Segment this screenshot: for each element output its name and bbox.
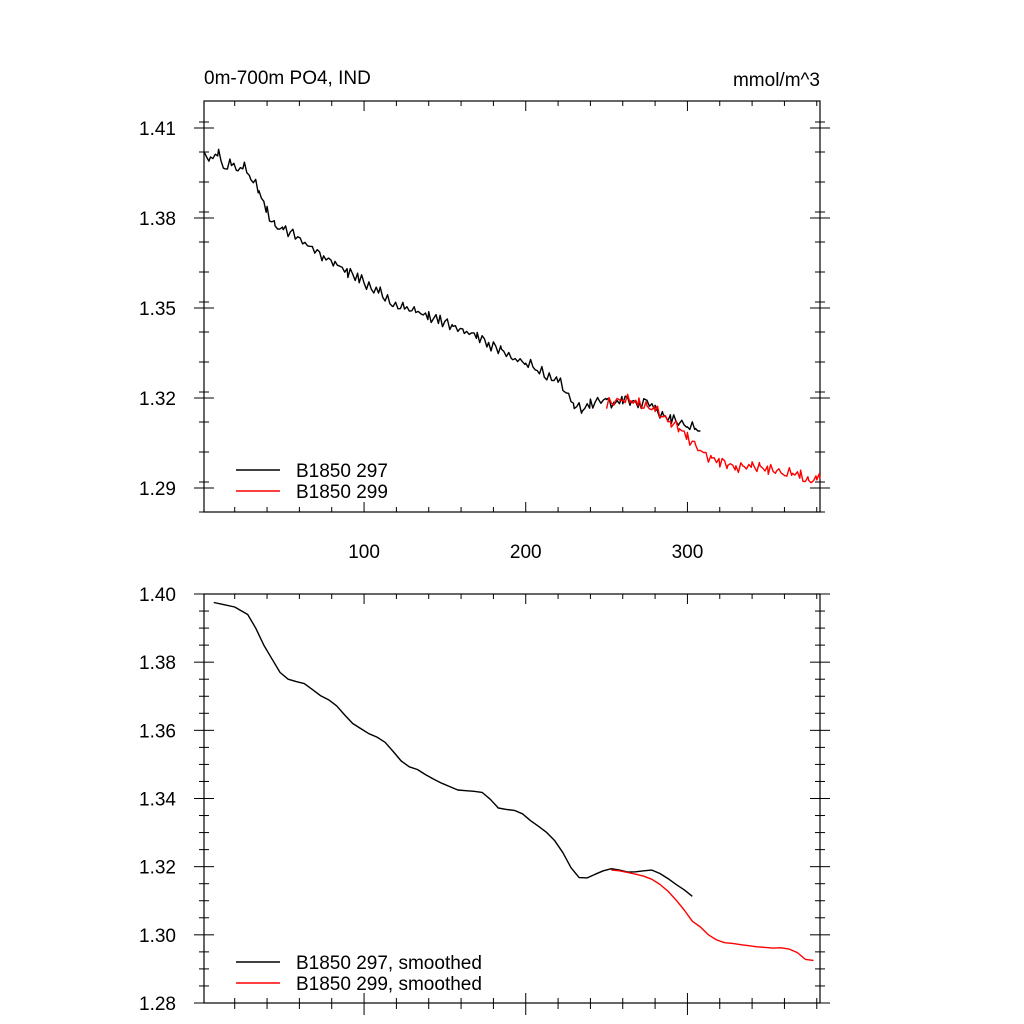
series-line-1 — [213, 601, 693, 897]
y-tick-label: 1.38 — [139, 653, 176, 674]
legend-label-1: B1850 297, smoothed — [296, 953, 482, 974]
top-plot-frame — [203, 100, 821, 513]
y-tick-label: 1.35 — [139, 299, 176, 320]
y-tick-label: 1.32 — [139, 858, 176, 879]
y-tick-label: 1.28 — [139, 994, 176, 1015]
y-tick-label: 1.40 — [139, 585, 176, 606]
bottom-data-lines — [213, 601, 814, 962]
y-tick-label: 1.36 — [139, 721, 176, 742]
top-axis-ticks: 100 200 300 1.29 1.32 1.35 1.38 1.41 — [139, 101, 830, 563]
top-panel-units: mmol/m^3 — [733, 70, 820, 91]
series-line-2 — [611, 869, 814, 962]
series-line-2 — [605, 393, 821, 484]
y-tick-label: 1.38 — [139, 209, 176, 230]
x-tick-label: 200 — [510, 542, 542, 563]
bottom-panel: 1.28 1.30 1.32 1.34 1.36 1.38 1.40 B1850 297, … — [139, 585, 830, 1015]
legend-label-2: B1850 299, smoothed — [296, 974, 482, 995]
series-line-1 — [203, 148, 701, 432]
y-tick-label: 1.29 — [139, 479, 176, 500]
top-data-lines — [203, 148, 821, 484]
legend-label-2: B1850 299 — [296, 482, 388, 503]
top-panel-title: 0m-700m PO4, IND — [204, 68, 371, 89]
x-tick-label: 300 — [672, 542, 704, 563]
top-panel: 0m-700m PO4, IND mmol/m^3 100 200 3001.291… — [139, 68, 830, 563]
y-tick-label: 1.30 — [139, 926, 176, 947]
x-tick-label: 100 — [348, 542, 380, 563]
y-tick-label: 1.32 — [139, 389, 176, 410]
y-tick-label: 1.41 — [139, 119, 176, 140]
bottom-plot-frame — [203, 593, 821, 1004]
bottom-axis-ticks: 1.28 1.30 1.32 1.34 1.36 1.38 1.40 — [139, 585, 830, 1015]
legend-label-1: B1850 297 — [296, 461, 388, 482]
y-tick-label: 1.34 — [139, 790, 176, 811]
